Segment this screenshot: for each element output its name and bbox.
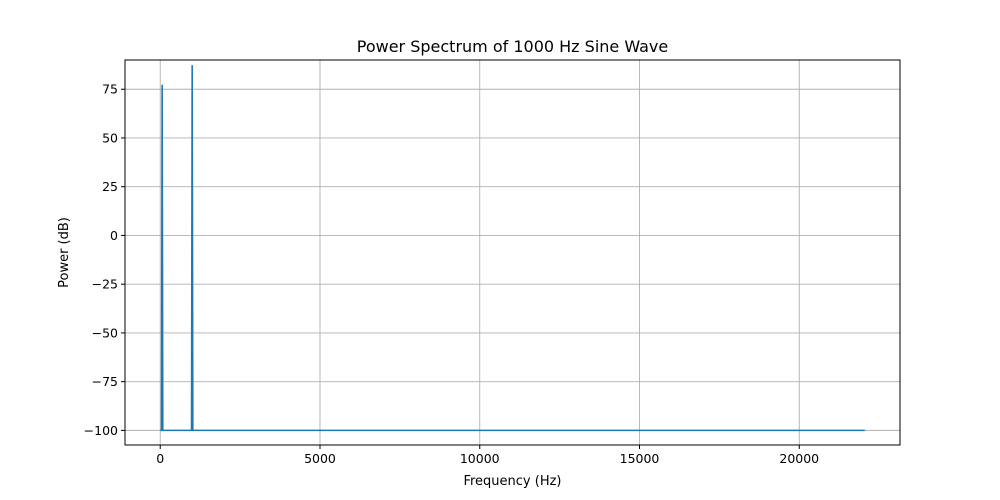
y-tick-label: 0: [110, 228, 118, 243]
y-axis-label: Power (dB): [57, 217, 72, 288]
spectrum-line: [160, 65, 865, 432]
x-tick-label: 15000: [620, 451, 660, 466]
x-tick-label: 5000: [304, 451, 336, 466]
y-tick-label: −75: [92, 374, 118, 389]
plot-area-frame: [124, 59, 901, 446]
y-tick-label: −100: [84, 423, 118, 438]
y-tick-label: −25: [92, 277, 118, 292]
x-tick-label: 10000: [460, 451, 500, 466]
y-tick-label: 50: [102, 130, 118, 145]
x-tick-label: 0: [156, 451, 164, 466]
x-tick-label: 20000: [779, 451, 819, 466]
y-tick-label: 25: [102, 179, 118, 194]
series-group: [160, 65, 865, 432]
y-axis-ticks: 75 50 25 0 −25 −50 −75 −100: [84, 82, 125, 438]
y-tick-label: −50: [92, 325, 118, 340]
grid: [125, 60, 900, 445]
chart-title: Power Spectrum of 1000 Hz Sine Wave: [357, 37, 669, 56]
y-tick-label: 75: [102, 82, 118, 97]
x-axis-label: Frequency (Hz): [463, 474, 561, 489]
x-axis-ticks: 0 5000 10000 15000 20000: [156, 445, 819, 466]
